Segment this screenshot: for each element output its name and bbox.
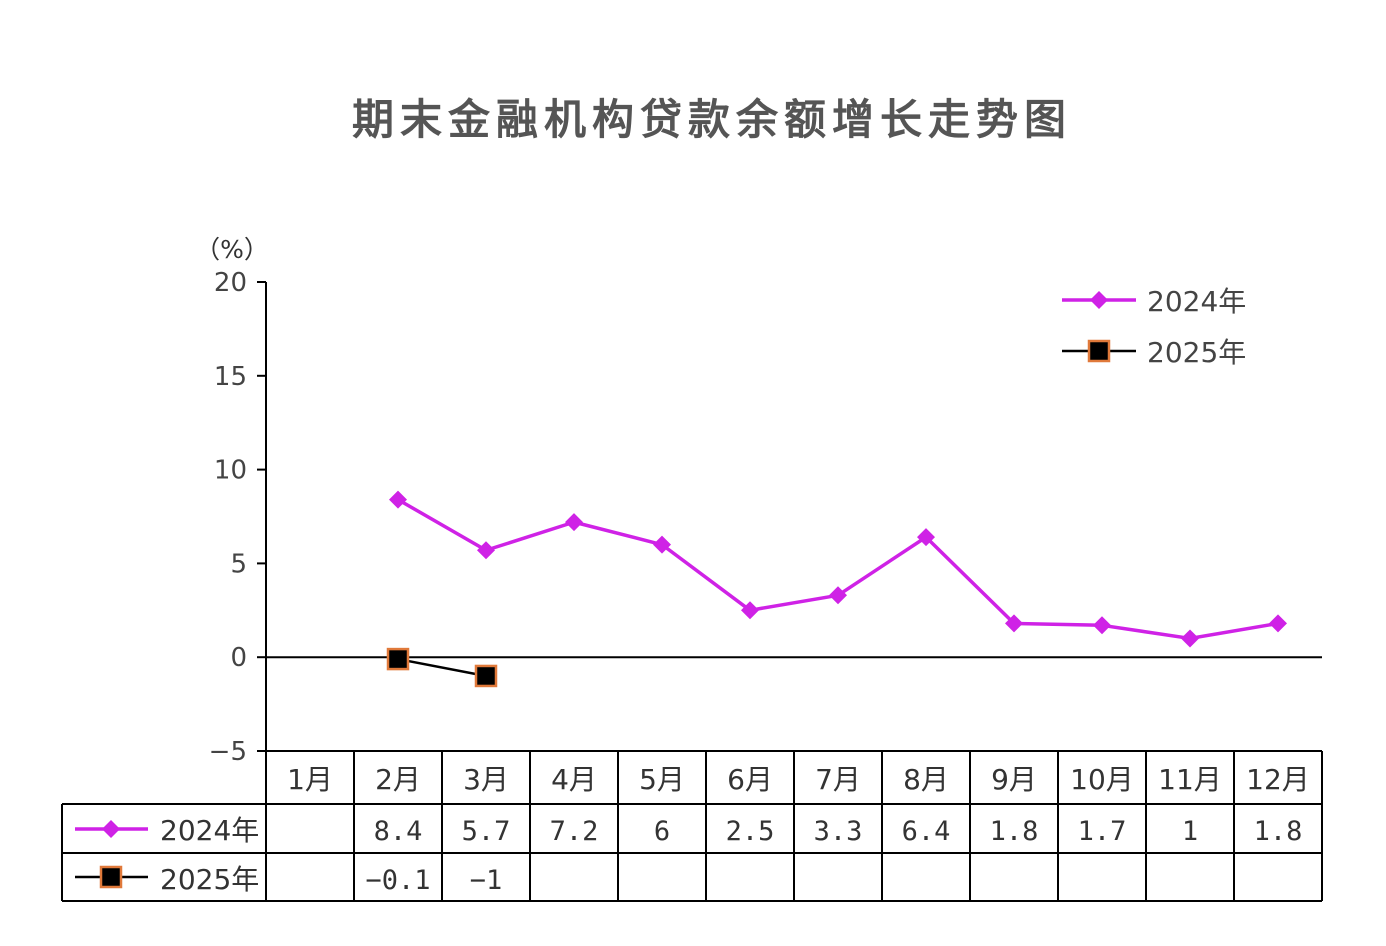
x-category-label: 10月 bbox=[1070, 763, 1134, 796]
x-category-label: 7月 bbox=[815, 763, 861, 796]
table-cell-value-2025: −0.1 bbox=[365, 865, 430, 896]
x-category-label: 11月 bbox=[1158, 763, 1222, 796]
y-tick-label: 10 bbox=[214, 456, 247, 486]
table-cell-value-2024: 1 bbox=[1182, 816, 1198, 847]
table-row-2025-marker-icon bbox=[99, 865, 123, 889]
table-cell-value-2024: 6.4 bbox=[902, 816, 951, 847]
table-cell-value-2024: 1.8 bbox=[990, 816, 1039, 847]
x-category-label: 8月 bbox=[903, 763, 949, 796]
legend-symbol bbox=[1062, 291, 1136, 309]
data-point-2024-6 bbox=[741, 601, 759, 620]
x-category-label: 9月 bbox=[991, 763, 1037, 796]
table-row-label: 2024年 bbox=[160, 814, 259, 847]
x-category-label: 2月 bbox=[375, 763, 421, 796]
legend-symbol bbox=[1062, 339, 1136, 363]
legend-2025-marker-icon bbox=[1087, 339, 1111, 363]
data-point-2024-8 bbox=[917, 528, 935, 547]
table-cell-value-2024: 5.7 bbox=[462, 816, 511, 847]
legend-entry-2025: 2025年 bbox=[1062, 336, 1246, 369]
table-cell-value-2024: 1.8 bbox=[1254, 816, 1303, 847]
y-tick-label: −5 bbox=[209, 737, 247, 767]
data-point-2024-3 bbox=[477, 541, 495, 560]
y-tick-label: 20 bbox=[214, 268, 247, 298]
x-category-label: 4月 bbox=[551, 763, 597, 796]
data-point-2024-5 bbox=[653, 535, 671, 554]
table-cell-value-2024: 6 bbox=[654, 816, 670, 847]
data-point-2025-2 bbox=[386, 647, 410, 671]
y-axis-unit-label: （%） bbox=[195, 235, 269, 264]
table-row-symbol bbox=[75, 865, 148, 889]
table-row-label: 2025年 bbox=[160, 863, 259, 896]
x-category-label: 12月 bbox=[1246, 763, 1310, 796]
table-cell-value-2024: 7.2 bbox=[550, 816, 599, 847]
data-point-2024-9 bbox=[1005, 614, 1023, 633]
table-cell-value-2024: 2.5 bbox=[726, 816, 775, 847]
chart-title: 期末金融机构贷款余额增长走势图 bbox=[352, 95, 1072, 144]
x-category-label: 6月 bbox=[727, 763, 773, 796]
x-category-label: 5月 bbox=[639, 763, 685, 796]
legend-entry-2024: 2024年 bbox=[1062, 285, 1246, 318]
table-row-2025: 2025年 bbox=[75, 863, 259, 896]
axes: 20 15 10 5 0 −5 bbox=[209, 268, 1322, 767]
data-point-2024-10 bbox=[1093, 616, 1111, 635]
table-row-2024: 2024年 bbox=[75, 814, 259, 847]
data-point-2024-7 bbox=[829, 586, 847, 605]
legend-2024-marker-icon bbox=[1090, 291, 1108, 309]
data-point-2024-2 bbox=[389, 490, 407, 509]
data-point-2024-4 bbox=[565, 513, 583, 532]
legend: 2024年 2025年 bbox=[1062, 285, 1246, 369]
data-point-2024-11 bbox=[1181, 629, 1199, 648]
x-category-label: 1月 bbox=[287, 763, 333, 796]
x-category-label: 3月 bbox=[463, 763, 509, 796]
table-cell-value-2024: 8.4 bbox=[374, 816, 423, 847]
table-row-symbol bbox=[75, 820, 148, 838]
table-cell-value-2024: 1.7 bbox=[1078, 816, 1127, 847]
y-tick-label: 0 bbox=[230, 643, 247, 673]
series-line-2024 bbox=[397, 498, 1279, 641]
data-point-2024-12 bbox=[1269, 614, 1287, 633]
data-point-2025-3 bbox=[474, 664, 498, 688]
data-table: 2024年 2025年 1月 2月 3月 4月 5月 6月 7月 8月 9月 10月 11月 12月 8… bbox=[61, 750, 1323, 902]
table-cell-value-2024: 3.3 bbox=[814, 816, 863, 847]
legend-label: 2024年 bbox=[1147, 285, 1246, 318]
y-tick-label: 15 bbox=[214, 362, 247, 392]
y-tick-label: 5 bbox=[230, 549, 247, 579]
legend-label: 2025年 bbox=[1147, 336, 1246, 369]
table-cell-value-2025: −1 bbox=[470, 865, 503, 896]
table-row-2024-marker-icon bbox=[102, 820, 120, 838]
series-line-2025 bbox=[397, 657, 487, 678]
plot-series bbox=[386, 490, 1287, 688]
